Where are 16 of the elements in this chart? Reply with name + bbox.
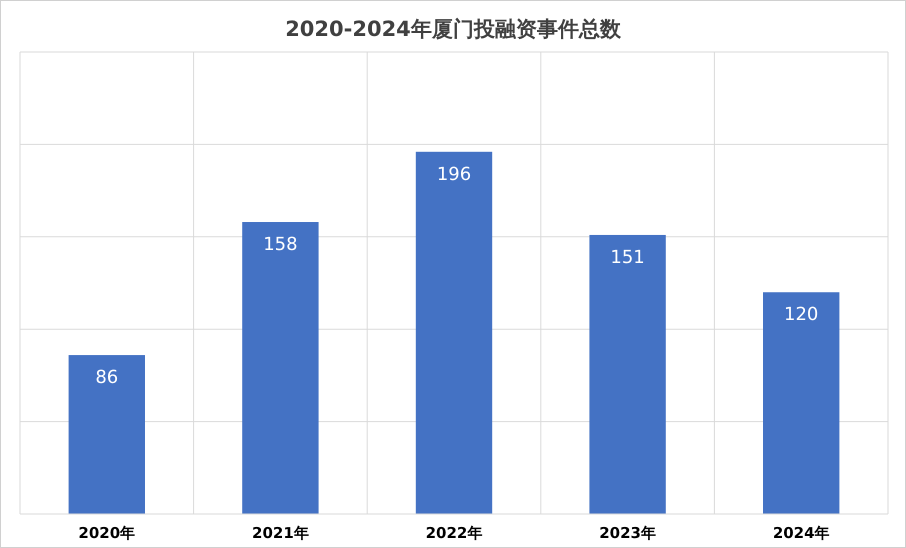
data-label: 158: [263, 234, 298, 256]
x-tick-label: 2024年: [772, 524, 830, 542]
bar: [589, 234, 666, 514]
x-tick-label: 2023年: [599, 524, 656, 542]
data-label: 151: [610, 246, 645, 268]
x-tick-label: 2022年: [426, 524, 482, 542]
data-label: 120: [784, 304, 818, 326]
data-label: 196: [436, 164, 472, 185]
data-label: 86: [95, 367, 118, 388]
x-tick-label: 2020年: [78, 524, 136, 542]
bar: [242, 222, 319, 514]
bar: [416, 152, 492, 514]
chart-title: 2020-2024年厦门投融资事件总数: [285, 17, 622, 41]
x-tick-label: 2021年: [252, 524, 309, 542]
bar: [68, 355, 145, 514]
bar: [763, 292, 840, 514]
